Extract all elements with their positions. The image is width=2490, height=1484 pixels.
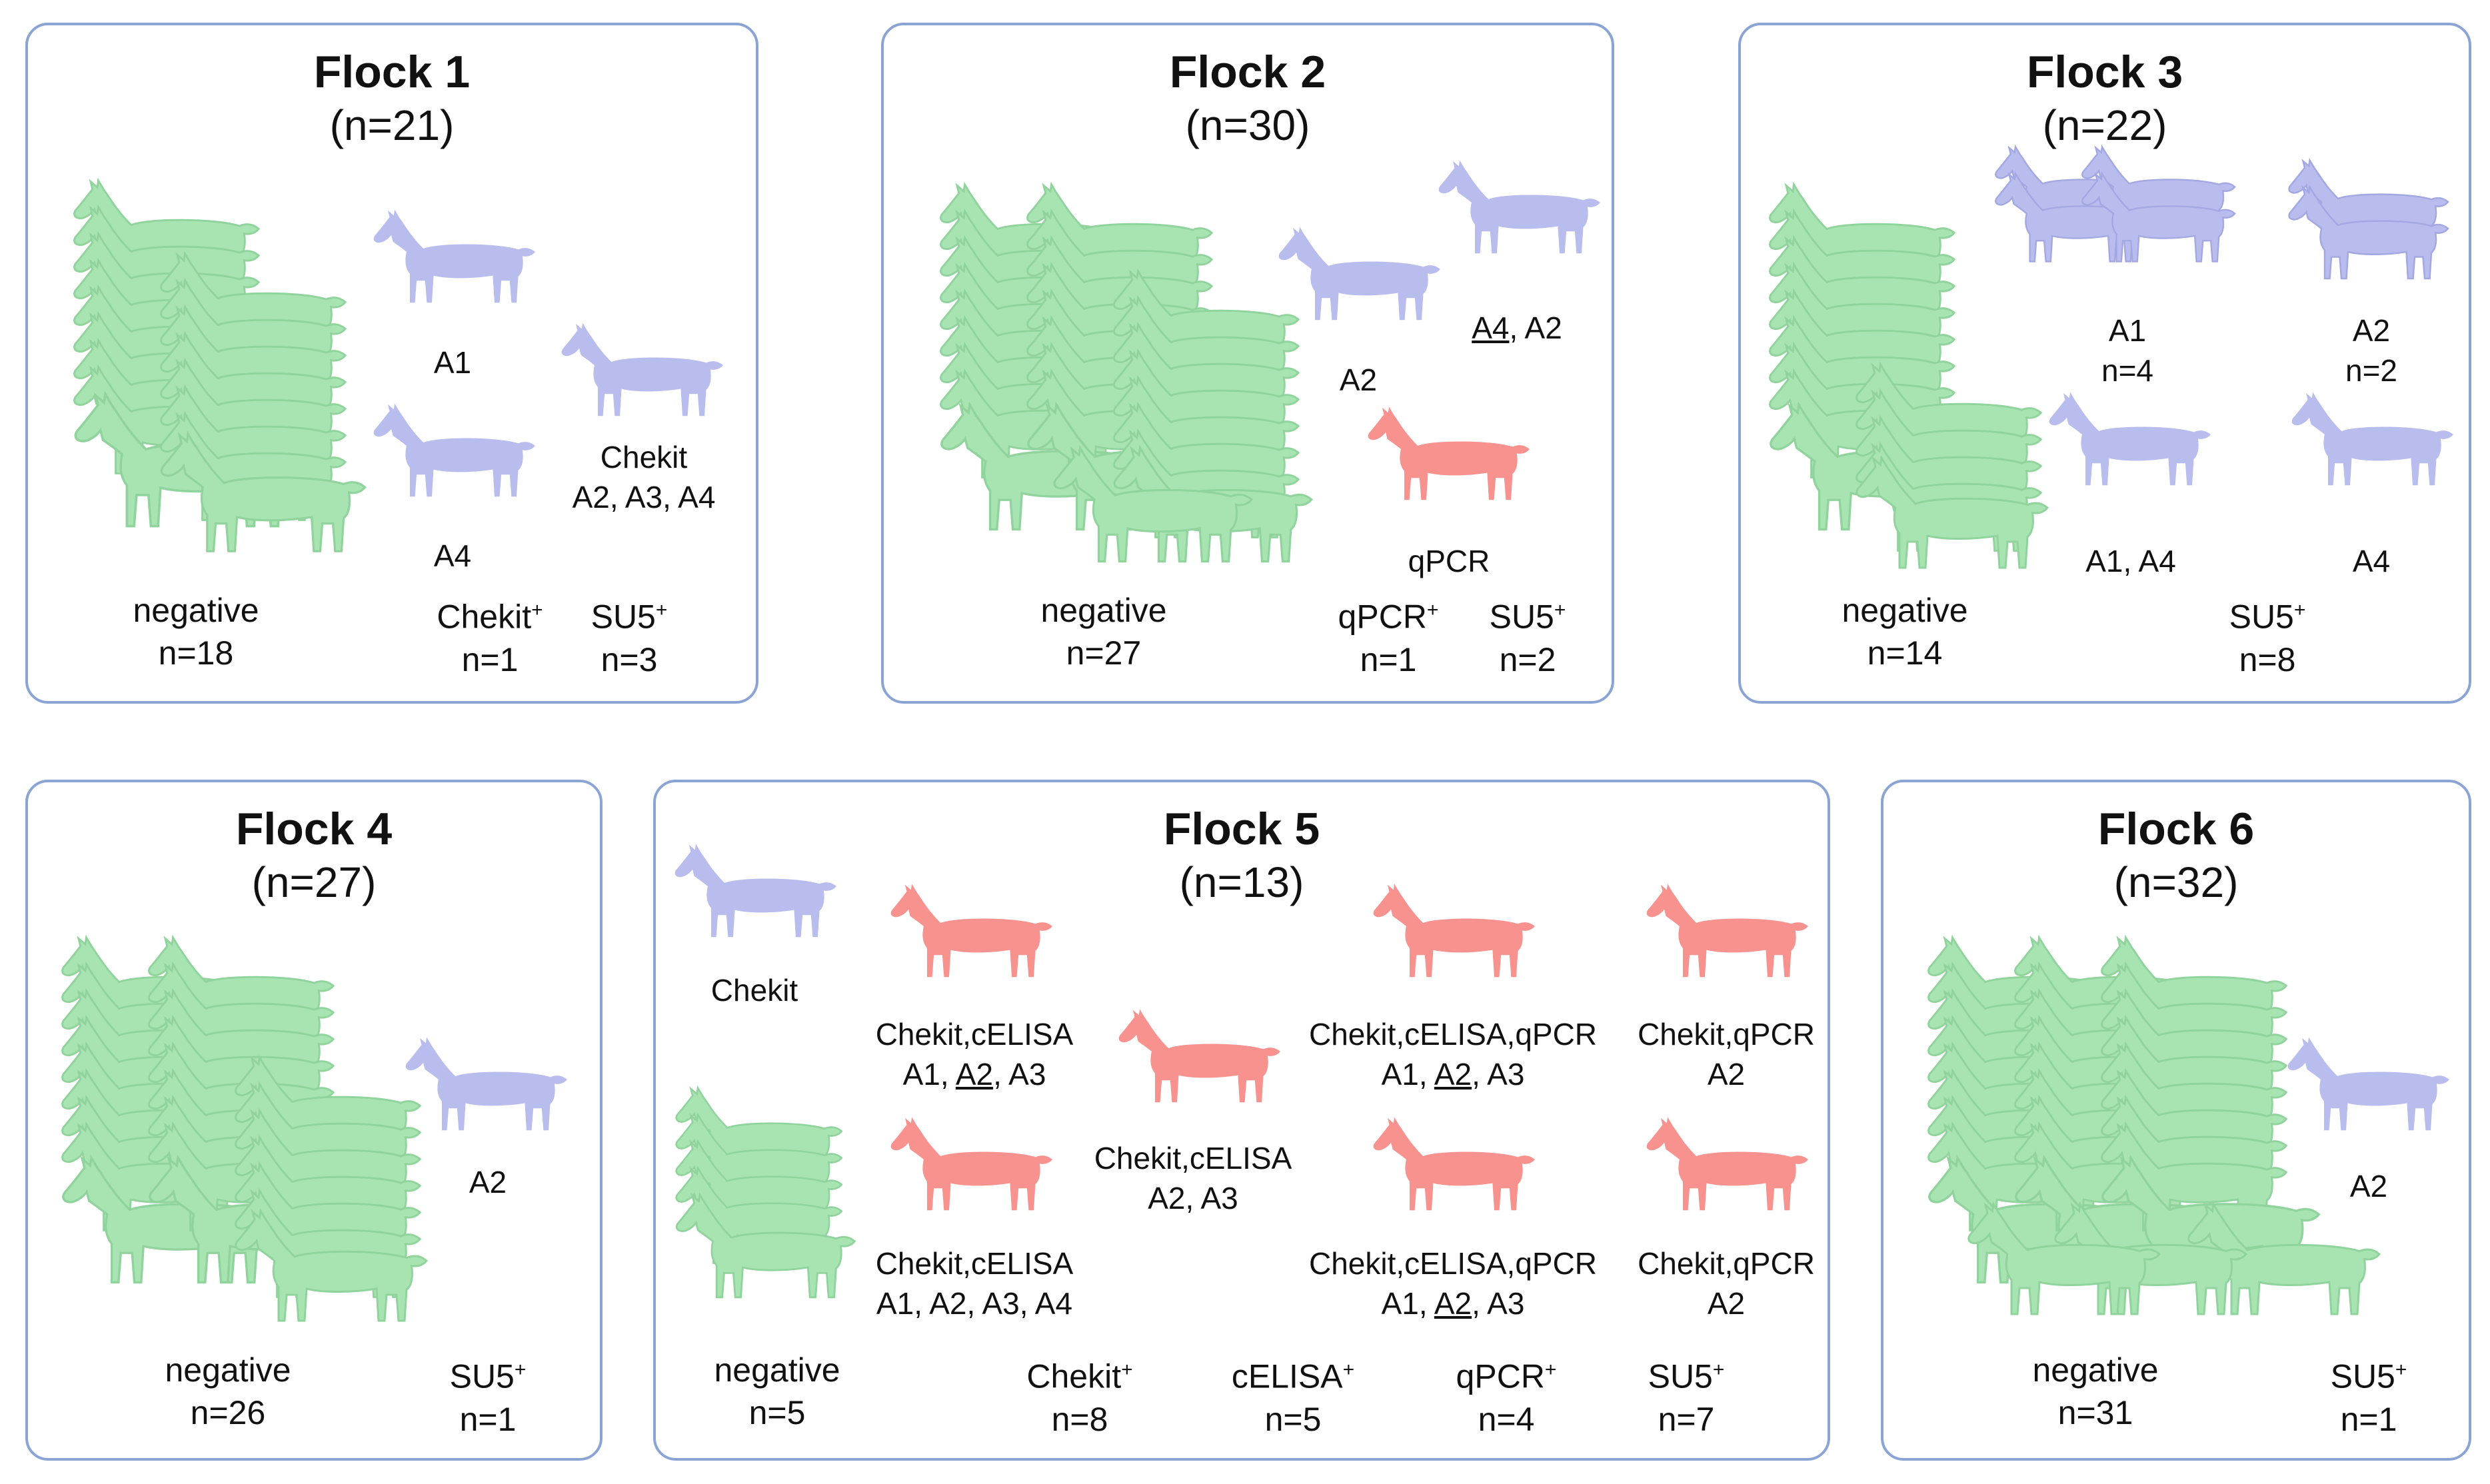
goat-icon xyxy=(1373,1117,1535,1211)
goat-icon xyxy=(405,1037,567,1131)
goat-label-g7: Chekit,qPCR A2 xyxy=(1638,1246,1815,1321)
goat-group-icon xyxy=(1995,146,2236,263)
goat-label-qpcr: qPCR xyxy=(1408,544,1490,578)
goat-label-a2-n2: A2 n=2 xyxy=(2345,313,2398,388)
goat-label-g4: Chekit,qPCR A2 xyxy=(1638,1017,1815,1092)
goat-icon xyxy=(2287,1037,2449,1131)
goat-group-icon xyxy=(2288,159,2449,280)
flock-count: (n=32) xyxy=(2113,858,2239,906)
goat-icon xyxy=(1118,1009,1280,1103)
goat-label-a2: A2 xyxy=(2349,1169,2388,1203)
flock-1-panel: Flock 1 (n=21) A1 A4 Chekit A2, A3, A xyxy=(25,23,758,704)
flock-title: Flock 4 xyxy=(235,804,393,854)
label-line: A2, A3, A4 xyxy=(572,480,716,514)
goat-herd-negative xyxy=(940,183,1313,563)
goat-label-g3: Chekit,cELISA,qPCR A1, A2, A3 xyxy=(1308,1017,1598,1092)
goat-label-a4-a2: A4, A2 xyxy=(1472,311,1562,345)
goat-icon xyxy=(373,209,535,303)
goat-label-a4: A4 xyxy=(2352,544,2391,578)
flock-5-panel: Flock 5 (n=13) Chekit Chekit,cELISA A1, … xyxy=(653,780,1830,1461)
category-celisa: cELISA+ n=5 xyxy=(1231,1357,1355,1438)
category-su5: SU5+ n=3 xyxy=(591,598,668,678)
goat-icon xyxy=(1368,406,1530,500)
goat-label-a1: A1 xyxy=(433,345,472,380)
flock-3-panel: Flock 3 (n=22) A1 n=4 xyxy=(1738,23,2471,704)
category-su5: SU5+ n=7 xyxy=(1648,1357,1725,1438)
goat-icon xyxy=(1278,227,1440,321)
goat-herd-negative xyxy=(1927,936,2381,1315)
goat-icon xyxy=(1373,884,1535,978)
goat-icon xyxy=(674,844,836,938)
goat-icon xyxy=(561,323,723,416)
category-chekit: Chekit+ n=8 xyxy=(1026,1357,1133,1438)
goat-icon xyxy=(890,884,1052,978)
category-su5: SU5+ n=8 xyxy=(2229,598,2306,678)
label-line: Chekit xyxy=(600,440,688,474)
goat-herd-negative xyxy=(675,1087,856,1299)
goat-label-g5: Chekit,cELISA A1, A2, A3, A4 xyxy=(875,1246,1074,1321)
goat-herd-negative xyxy=(61,936,428,1322)
category-chekit: Chekit+ n=1 xyxy=(437,598,543,678)
goat-icon xyxy=(373,403,535,497)
goat-label-a1-a4: A1, A4 xyxy=(2085,544,2176,578)
goat-label-chekit: Chekit xyxy=(710,973,798,1008)
flock-title: Flock 5 xyxy=(1163,804,1320,854)
category-negative: negative n=14 xyxy=(1842,592,1968,672)
flock-title: Flock 2 xyxy=(1169,47,1326,97)
goat-herd-negative xyxy=(73,179,367,552)
goat-label-a4: A4 xyxy=(433,538,472,573)
goat-label-a2: A2 xyxy=(469,1165,507,1199)
flock-6-panel: Flock 6 (n=32) xyxy=(1881,780,2471,1461)
goat-icon xyxy=(2049,392,2211,486)
category-negative: negative n=5 xyxy=(714,1351,840,1431)
category-su5: SU5+ n=1 xyxy=(2330,1357,2407,1438)
category-qpcr: qPCR+ n=1 xyxy=(1338,598,1439,678)
flock-title: Flock 1 xyxy=(313,47,471,97)
category-su5: SU5+ n=1 xyxy=(449,1357,527,1438)
flock-2-panel: Flock 2 (n=30) xyxy=(881,23,1614,704)
goat-label-g1: Chekit,cELISA A1, A2, A3 xyxy=(875,1017,1074,1092)
flock-count: (n=30) xyxy=(1185,101,1310,149)
flock-count: (n=13) xyxy=(1179,858,1304,906)
goat-label-g2: Chekit,cELISA A2, A3 xyxy=(1094,1141,1292,1215)
category-negative: negative n=31 xyxy=(2032,1351,2159,1431)
category-negative: negative n=18 xyxy=(133,592,259,672)
flock-title: Flock 6 xyxy=(2097,804,2255,854)
goat-icon xyxy=(2291,392,2453,486)
category-negative: negative n=27 xyxy=(1040,592,1167,672)
goat-label-a2: A2 xyxy=(1339,363,1378,397)
flock-count: (n=21) xyxy=(329,101,455,149)
goat-icon xyxy=(1438,160,1600,254)
flock-count: (n=27) xyxy=(251,858,377,906)
flock-title: Flock 3 xyxy=(2026,47,2183,97)
goat-label-a1-n4: A1 n=4 xyxy=(2101,313,2154,388)
category-qpcr: qPCR+ n=4 xyxy=(1456,1357,1557,1438)
goat-icon xyxy=(1646,1117,1808,1211)
category-negative: negative n=26 xyxy=(165,1351,291,1431)
goat-icon xyxy=(1646,884,1808,978)
goat-icon xyxy=(890,1117,1052,1211)
category-su5: SU5+ n=2 xyxy=(1489,598,1566,678)
goat-label-chekit: Chekit A2, A3, A4 xyxy=(573,437,716,517)
flock-count: (n=22) xyxy=(2042,101,2167,149)
goat-label-g6: Chekit,cELISA,qPCR A1, A2, A3 xyxy=(1308,1246,1598,1321)
flock-4-panel: Flock 4 (n=27) xyxy=(25,780,603,1461)
